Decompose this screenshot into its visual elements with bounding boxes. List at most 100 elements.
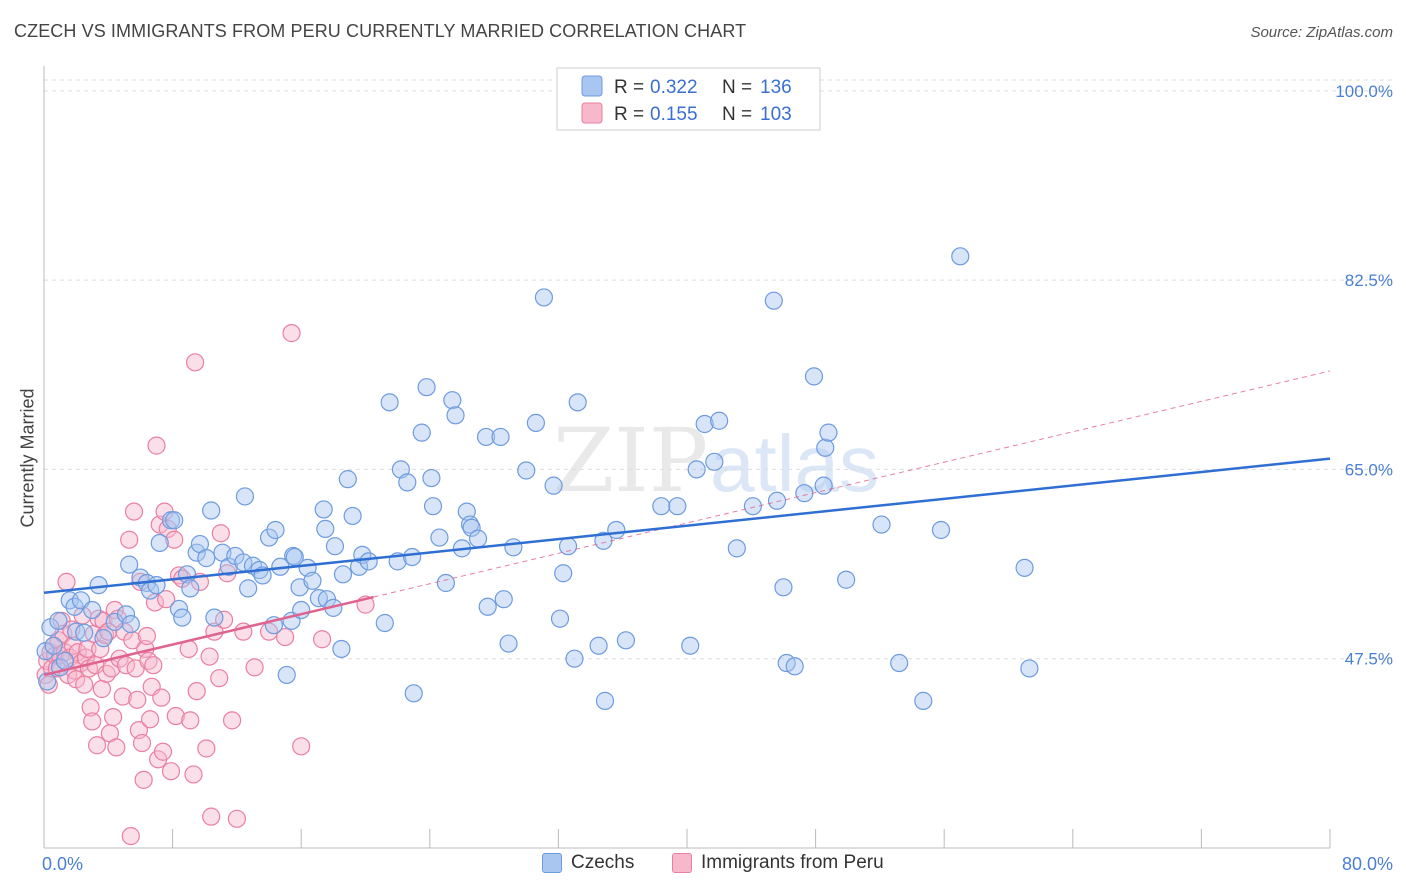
czech-point — [259, 528, 279, 547]
czech-point — [65, 597, 84, 616]
peru-point — [97, 664, 116, 683]
peru-point — [292, 737, 311, 756]
peru-point — [144, 656, 163, 675]
x-tick-label-min: 0.0% — [42, 854, 83, 874]
stats-czechs-n: 136 — [760, 77, 792, 98]
czech-point — [785, 657, 804, 676]
peru-point — [227, 809, 246, 828]
czech-point — [804, 367, 824, 386]
trendlines — [43, 370, 1331, 677]
peru-point — [123, 631, 142, 650]
czech-point — [816, 438, 835, 457]
czech-point — [534, 288, 554, 307]
watermark-atlas: atlas — [710, 419, 879, 508]
czech-point — [343, 506, 362, 526]
czech-point — [764, 291, 783, 310]
czech-point — [173, 608, 192, 627]
czech-point — [743, 497, 763, 516]
peru-point — [187, 682, 206, 701]
legend-item-czechs[interactable]: Czechs — [542, 852, 634, 874]
czech-point — [116, 605, 136, 624]
czech-point — [607, 520, 626, 540]
czech-point — [727, 539, 746, 558]
czech-point — [239, 579, 258, 598]
czech-point — [1015, 558, 1034, 577]
czech-point — [181, 579, 200, 598]
stats-peru-r-label: R = — [614, 104, 644, 125]
peru-point — [157, 590, 176, 609]
czech-point — [795, 484, 814, 503]
czech-point — [589, 636, 608, 655]
czech-point — [417, 378, 436, 397]
peru-point — [121, 827, 140, 846]
peru-point — [152, 688, 171, 707]
czech-point — [687, 460, 706, 479]
peru-point — [81, 698, 100, 717]
czech-point — [595, 691, 615, 710]
peru-point — [134, 770, 153, 789]
czech-point — [38, 672, 57, 691]
peru-point — [147, 436, 166, 455]
chart-source: Source: ZipAtlas.com — [1250, 24, 1393, 41]
czech-point — [568, 393, 587, 412]
czech-point — [314, 500, 333, 519]
legend-item-peru[interactable]: Immigrants from Peru — [672, 852, 884, 874]
czech-point — [333, 565, 353, 584]
axes — [43, 66, 1331, 849]
watermark: ZIP atlas — [553, 409, 879, 512]
stats-swatch-czechs — [581, 75, 603, 97]
y-tick-labels: 47.5% 65.0% 82.5% 100.0% — [1335, 82, 1393, 669]
peru-point — [276, 627, 295, 647]
peru-point — [113, 687, 132, 706]
czech-point — [380, 393, 399, 412]
czech-point — [202, 501, 221, 520]
peru-point — [92, 679, 111, 699]
y-tick-label: 82.5% — [1345, 271, 1393, 290]
czech-point — [517, 461, 536, 480]
czech-point — [398, 473, 417, 492]
czech-point — [83, 600, 102, 620]
czech-point — [359, 552, 378, 571]
czech-point — [1020, 659, 1039, 678]
czech-point — [819, 423, 838, 442]
peru-point — [211, 524, 230, 543]
peru-point — [245, 658, 264, 677]
stats-peru-r: 0.155 — [650, 104, 698, 125]
y-tick-label: 65.0% — [1345, 460, 1393, 479]
legend-swatch-czechs — [542, 853, 562, 873]
czech-point — [774, 578, 793, 597]
czech-point — [338, 470, 357, 489]
czech-point — [695, 414, 714, 434]
watermark-zip: ZIP — [553, 409, 708, 512]
czech-point — [277, 665, 296, 685]
peru-point — [202, 807, 221, 826]
legend: Czechs Immigrants from Peru — [0, 852, 1406, 878]
czech-point — [931, 520, 951, 540]
czech-point — [668, 497, 687, 516]
peru-point — [124, 502, 144, 521]
czech-point — [494, 590, 513, 609]
czech-point — [710, 411, 729, 430]
czech-point — [197, 549, 216, 568]
czech-point — [403, 547, 422, 567]
czech-point — [332, 639, 351, 659]
czech-point — [325, 537, 345, 556]
czech-point — [375, 613, 394, 633]
czech-point — [652, 497, 671, 516]
czech-point — [914, 691, 933, 710]
legend-label-czechs: Czechs — [571, 852, 635, 873]
czech-point — [837, 570, 856, 589]
chart-title: CZECH VS IMMIGRANTS FROM PERU CURRENTLY … — [14, 21, 747, 41]
peru-point — [137, 626, 156, 646]
peru-point — [57, 572, 76, 592]
peru-point — [120, 530, 139, 549]
peru-point — [83, 712, 102, 731]
stats-box: R = 0.322 N = 136 R = 0.155 N = 103 — [556, 67, 821, 131]
czech-point — [165, 511, 184, 530]
czech-point — [120, 555, 139, 574]
stats-czechs-n-label: N = — [722, 77, 752, 98]
legend-label-peru: Immigrants from Peru — [701, 852, 884, 873]
czech-point — [499, 634, 518, 653]
y-tick-label: 47.5% — [1345, 650, 1393, 669]
stats-swatch-peru — [581, 102, 603, 124]
